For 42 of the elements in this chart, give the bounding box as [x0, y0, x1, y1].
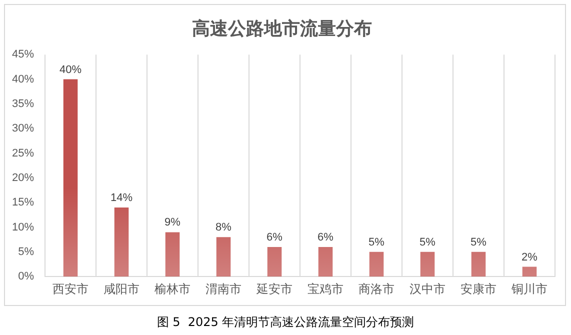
y-tick-label: 30%: [12, 122, 34, 135]
y-tick-label: 15%: [12, 196, 34, 209]
bar: [369, 252, 384, 277]
x-tick-label: 榆林市: [154, 282, 191, 296]
bar: [165, 232, 180, 277]
y-tick-label: 0%: [18, 270, 34, 283]
x-tick-label: 西安市: [52, 282, 89, 296]
bar: [63, 79, 78, 277]
x-tick-label: 商洛市: [358, 282, 395, 296]
data-label: 9%: [164, 216, 181, 229]
y-tick-label: 45%: [12, 48, 34, 61]
bar: [522, 266, 537, 277]
bar: [267, 247, 282, 277]
x-tick-label: 宝鸡市: [308, 282, 344, 296]
bar: [216, 237, 231, 277]
chart-title: 高速公路地市流量分布: [192, 18, 372, 40]
y-tick-label: 10%: [12, 221, 34, 234]
data-label: 6%: [266, 232, 283, 244]
data-label: 8%: [216, 222, 232, 234]
data-label: 5%: [420, 236, 436, 248]
x-tick-label: 铜川市: [510, 282, 548, 296]
x-tick-label: 延安市: [256, 282, 293, 296]
data-label: 40%: [60, 64, 82, 76]
data-label: 6%: [318, 232, 334, 244]
data-label: 14%: [110, 192, 133, 204]
x-tick-label: 汉中市: [410, 282, 446, 296]
y-tick-label: 5%: [18, 246, 34, 258]
bar: [114, 208, 129, 277]
data-label: 2%: [522, 251, 538, 264]
y-tick-label: 35%: [12, 98, 34, 110]
data-label: 5%: [470, 236, 487, 248]
bar: [471, 252, 486, 277]
bar: [420, 252, 435, 277]
y-tick-label: 25%: [12, 147, 34, 160]
data-label: 5%: [368, 236, 385, 248]
y-tick-label: 40%: [12, 73, 34, 86]
x-tick-label: 安康市: [460, 282, 496, 296]
caption: 图 5 2025 年清明节高速公路流量空间分布预测: [156, 314, 416, 331]
x-tick-label: 咸阳市: [104, 282, 140, 296]
bar: [318, 247, 333, 277]
x-tick-label: 渭南市: [206, 282, 242, 296]
y-tick-label: 20%: [12, 172, 34, 184]
